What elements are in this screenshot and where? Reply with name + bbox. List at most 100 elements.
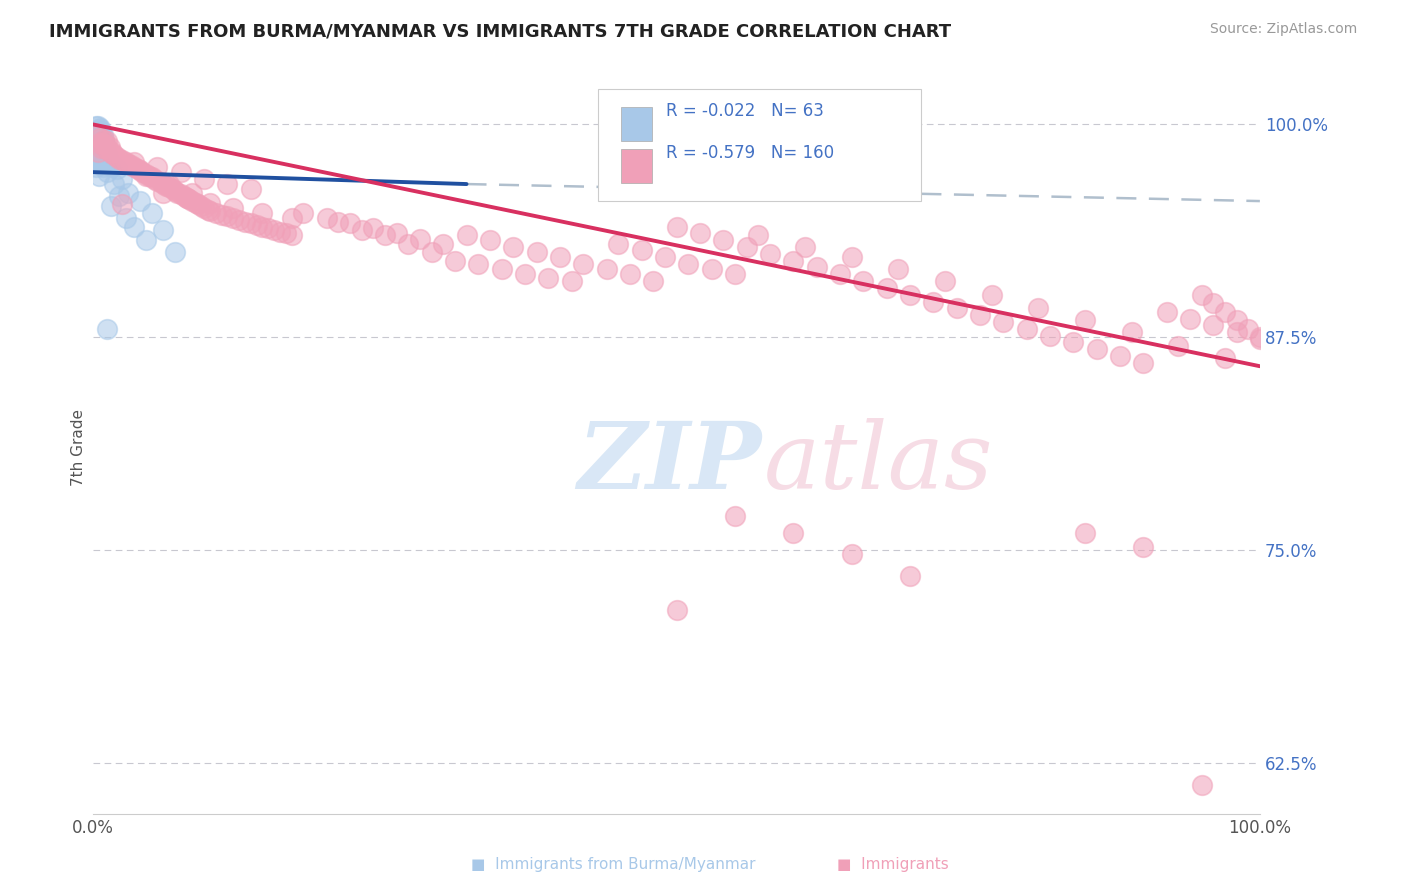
Point — [537, 270, 560, 285]
Point — [1108, 349, 1130, 363]
Point — [122, 160, 145, 174]
Point — [100, 146, 122, 161]
Point — [898, 568, 921, 582]
Point — [828, 267, 851, 281]
Point — [141, 206, 163, 220]
Point — [793, 240, 815, 254]
Point — [782, 526, 804, 541]
Point — [1249, 330, 1271, 344]
Point — [198, 204, 221, 219]
Point — [149, 175, 172, 189]
Point — [257, 221, 280, 235]
Point — [572, 257, 595, 271]
Point — [98, 155, 121, 169]
Point — [204, 206, 226, 220]
Point — [280, 211, 302, 226]
Point — [1191, 287, 1213, 301]
Point — [252, 219, 274, 234]
Point — [100, 158, 122, 172]
Point — [89, 120, 111, 135]
Point — [1191, 778, 1213, 792]
Point — [274, 227, 297, 241]
Point — [700, 262, 723, 277]
Point — [89, 135, 111, 149]
Point — [173, 189, 195, 203]
Point — [239, 182, 262, 196]
Point — [211, 208, 233, 222]
Point — [887, 262, 910, 277]
Point — [269, 225, 291, 239]
Point — [131, 165, 153, 179]
Point — [97, 143, 120, 157]
Point — [111, 153, 134, 168]
Text: ■  Immigrants from Burma/Myanmar: ■ Immigrants from Burma/Myanmar — [471, 857, 755, 872]
Point — [922, 294, 945, 309]
Point — [315, 211, 337, 226]
Point — [526, 245, 548, 260]
Point — [84, 146, 107, 161]
Point — [162, 182, 184, 196]
Point — [1213, 304, 1236, 318]
Point — [245, 218, 267, 232]
Point — [1132, 356, 1154, 370]
Point — [122, 219, 145, 234]
Point — [157, 180, 180, 194]
Point — [197, 202, 219, 217]
Point — [841, 250, 863, 264]
Point — [222, 201, 245, 215]
Point — [96, 322, 118, 336]
Text: ZIP: ZIP — [578, 417, 762, 508]
Point — [111, 197, 134, 211]
Point — [595, 262, 617, 277]
Point — [90, 139, 112, 153]
Point — [181, 186, 204, 200]
Text: Source: ZipAtlas.com: Source: ZipAtlas.com — [1209, 22, 1357, 37]
Point — [157, 177, 180, 191]
Point — [89, 131, 111, 145]
Point — [87, 129, 110, 144]
Point — [170, 165, 193, 179]
Text: atlas: atlas — [763, 417, 994, 508]
Point — [93, 153, 115, 168]
Point — [409, 231, 432, 245]
Point — [190, 199, 212, 213]
Point — [217, 177, 239, 191]
Point — [87, 136, 110, 151]
Point — [87, 119, 110, 133]
Point — [91, 146, 114, 161]
Point — [876, 281, 898, 295]
Point — [1202, 318, 1225, 333]
Point — [187, 197, 209, 211]
Point — [1225, 325, 1247, 339]
Point — [239, 216, 262, 230]
Point — [120, 158, 142, 172]
Point — [105, 150, 128, 164]
Point — [759, 247, 782, 261]
Point — [665, 603, 688, 617]
Point — [1039, 328, 1062, 343]
Point — [90, 131, 112, 145]
Point — [127, 161, 149, 176]
Point — [1015, 322, 1038, 336]
Point — [176, 191, 198, 205]
Point — [747, 228, 769, 243]
Point — [385, 227, 408, 241]
Point — [108, 152, 131, 166]
Point — [91, 160, 114, 174]
Point — [152, 186, 174, 200]
Point — [93, 133, 115, 147]
Point — [676, 257, 699, 271]
Point — [103, 177, 125, 191]
Point — [467, 257, 489, 271]
Point — [478, 233, 501, 247]
Point — [93, 141, 115, 155]
Point — [444, 253, 467, 268]
Point — [115, 211, 138, 226]
Point — [135, 169, 157, 183]
Point — [98, 139, 121, 153]
Point — [292, 206, 315, 220]
Point — [83, 141, 105, 155]
Point — [87, 169, 110, 183]
Point — [548, 250, 571, 264]
Point — [1085, 342, 1108, 356]
